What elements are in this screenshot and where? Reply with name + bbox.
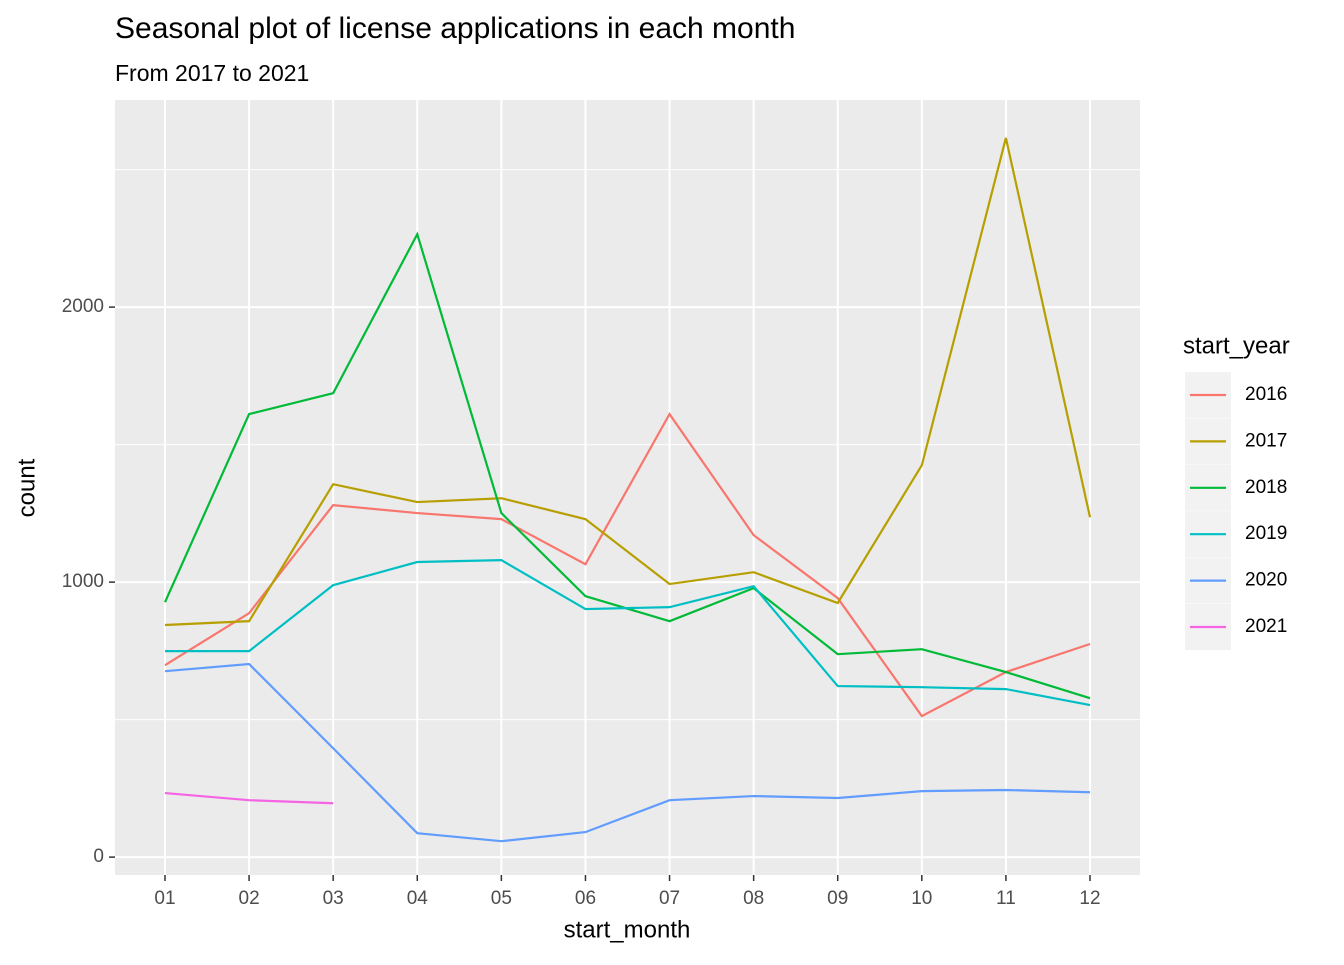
x-tick-label: 08 [743,888,764,909]
x-tick-label: 12 [1079,888,1100,909]
series-line [164,662,1091,843]
legend-label: 2017 [1245,430,1287,451]
series-line [164,791,334,805]
series-line [164,411,1091,718]
x-tick-label: 09 [827,888,848,909]
x-axis-title: start_month [564,916,691,943]
x-tick-label: 01 [154,888,175,909]
chart-subtitle: From 2017 to 2021 [115,60,309,86]
y-tick-label: 2000 [62,296,104,317]
x-tick-label: 07 [659,888,680,909]
x-tick-label: 02 [239,888,260,909]
x-tick-label: 04 [407,888,429,909]
series-line [164,137,1092,627]
x-tick-label: 03 [323,888,344,909]
legend-label: 2018 [1245,477,1287,498]
x-tick-label: 06 [575,888,596,909]
x-tick-label: 10 [911,888,932,909]
y-axis-title: count [13,458,40,517]
y-tick-label: 0 [93,846,104,867]
legend-title: start_year [1183,332,1290,359]
legend-label: 2016 [1245,384,1287,405]
y-tick-label: 1000 [62,571,104,592]
series-line [165,558,1091,707]
chart-title: Seasonal plot of license applications in… [115,12,795,45]
legend-label: 2021 [1245,616,1287,637]
x-tick-label: 11 [996,888,1016,909]
x-tick-label: 05 [491,888,512,909]
legend-label: 2020 [1245,570,1287,591]
legend-label: 2019 [1245,523,1287,544]
